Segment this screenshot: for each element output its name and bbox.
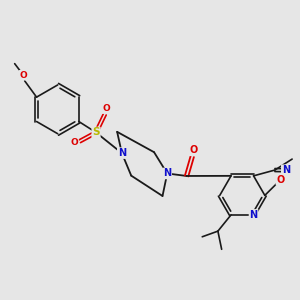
Text: O: O: [276, 175, 285, 185]
Text: S: S: [92, 128, 100, 137]
Text: O: O: [70, 138, 78, 147]
Text: N: N: [118, 148, 126, 158]
Text: N: N: [250, 210, 258, 220]
Text: O: O: [102, 104, 110, 113]
Text: N: N: [282, 165, 290, 175]
Text: N: N: [163, 169, 171, 178]
Text: O: O: [189, 145, 198, 155]
Text: O: O: [20, 71, 27, 80]
